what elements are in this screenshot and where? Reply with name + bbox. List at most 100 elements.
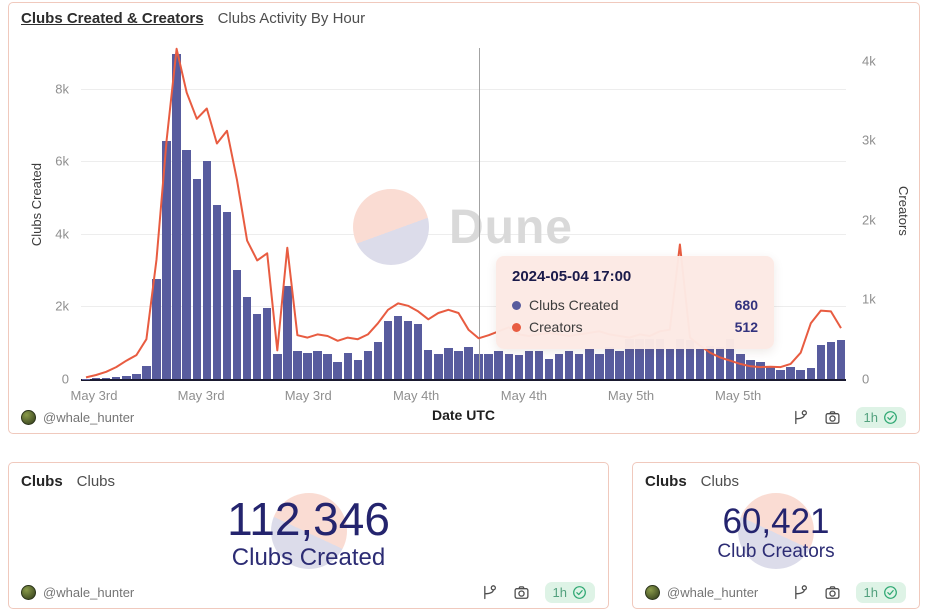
refresh-badge[interactable]: 1h	[855, 582, 906, 603]
x-axis-tick: May 3rd	[70, 388, 118, 403]
bar[interactable]	[695, 348, 705, 379]
bar[interactable]	[514, 355, 524, 379]
bar[interactable]	[293, 350, 302, 379]
bar[interactable]	[182, 150, 191, 379]
bar[interactable]	[444, 348, 453, 379]
author-link[interactable]: @whale_hunter	[21, 410, 134, 425]
left-axis-title: Clubs Created	[29, 163, 44, 247]
chart-subtitle: Clubs Activity By Hour	[217, 10, 366, 27]
bar[interactable]	[162, 141, 171, 379]
bar[interactable]	[564, 350, 574, 379]
bar[interactable]	[192, 179, 201, 379]
bar[interactable]	[403, 320, 413, 379]
plot-area[interactable]: Dune 2024-05-04 17:00 Clubs Created 680 …	[55, 47, 876, 403]
bar[interactable]	[212, 204, 222, 379]
bar[interactable]	[353, 359, 363, 379]
bar[interactable]	[363, 350, 373, 379]
bar[interactable]	[796, 369, 805, 379]
bar[interactable]	[242, 296, 252, 379]
bar[interactable]	[91, 378, 101, 379]
fork-icon[interactable]	[481, 584, 498, 601]
bar[interactable]	[575, 353, 584, 379]
bar[interactable]	[454, 350, 463, 379]
chart-title-link[interactable]: Clubs Created & Creators	[21, 10, 204, 27]
refresh-badge[interactable]: 1h	[544, 582, 595, 603]
widget-actions: 1h	[792, 582, 906, 603]
bar[interactable]	[464, 347, 473, 379]
bar[interactable]	[806, 368, 815, 379]
bar[interactable]	[705, 345, 715, 379]
bar[interactable]	[585, 348, 594, 379]
left-axis-tick: 6k	[55, 153, 69, 169]
bar[interactable]	[746, 359, 755, 379]
x-axis-tick: May 3rd	[177, 388, 225, 403]
camera-icon[interactable]	[824, 584, 841, 601]
x-axis-tick: May 4th	[500, 388, 548, 403]
bar[interactable]	[142, 366, 151, 379]
bar[interactable]	[262, 307, 272, 379]
bar[interactable]	[172, 54, 181, 379]
counter-title-link[interactable]: Clubs	[645, 473, 687, 490]
refresh-badge[interactable]: 1h	[855, 407, 906, 428]
bar[interactable]	[202, 161, 212, 379]
bar[interactable]	[434, 353, 443, 379]
bar[interactable]	[504, 353, 514, 379]
bar[interactable]	[393, 316, 403, 379]
bar[interactable]	[554, 353, 564, 379]
bar[interactable]	[715, 347, 725, 379]
bar[interactable]	[413, 324, 423, 379]
camera-icon[interactable]	[513, 584, 530, 601]
bar[interactable]	[786, 367, 795, 379]
bar[interactable]	[252, 314, 262, 379]
author-link[interactable]: @whale_hunter	[645, 585, 758, 600]
bar[interactable]	[776, 369, 785, 379]
bar[interactable]	[232, 270, 242, 379]
bar[interactable]	[273, 353, 282, 379]
bar[interactable]	[283, 286, 292, 379]
counter-dashboard-link[interactable]: Clubs	[76, 473, 116, 490]
x-axis-tick: May 3rd	[284, 388, 332, 403]
bar[interactable]	[424, 349, 433, 379]
counter-dashboard-link[interactable]: Clubs	[700, 473, 740, 490]
refresh-age: 1h	[552, 585, 567, 600]
bar[interactable]	[766, 366, 775, 379]
author-link[interactable]: @whale_hunter	[21, 585, 134, 600]
bar[interactable]	[111, 377, 121, 379]
bar[interactable]	[484, 353, 493, 379]
counter-footer: @whale_hunter 1h	[645, 582, 906, 603]
bar[interactable]	[826, 342, 836, 379]
bar[interactable]	[605, 346, 614, 379]
bar[interactable]	[323, 353, 332, 379]
fork-icon[interactable]	[792, 584, 809, 601]
bar[interactable]	[152, 279, 161, 379]
bar[interactable]	[615, 350, 624, 379]
bar[interactable]	[101, 377, 111, 379]
bar[interactable]	[665, 348, 675, 379]
fork-icon[interactable]	[792, 409, 809, 426]
right-axis-tick: 2k	[862, 212, 876, 228]
widget-actions: 1h	[792, 407, 906, 428]
bar[interactable]	[383, 320, 393, 379]
bar[interactable]	[132, 373, 141, 379]
bar[interactable]	[595, 353, 604, 379]
camera-icon[interactable]	[824, 409, 841, 426]
bar[interactable]	[816, 344, 826, 379]
bar[interactable]	[534, 350, 544, 379]
x-axis-tick: May 5th	[607, 388, 655, 403]
bar[interactable]	[373, 342, 383, 379]
counter-title-link[interactable]: Clubs	[21, 473, 63, 490]
bar[interactable]	[544, 358, 554, 379]
bar[interactable]	[494, 351, 503, 379]
bar[interactable]	[756, 361, 765, 379]
counter-widget-clubs-created: Clubs Clubs 112,346 Clubs Created @whale…	[8, 462, 609, 609]
bar[interactable]	[303, 352, 312, 379]
bar[interactable]	[343, 353, 352, 379]
dune-logo-icon	[270, 493, 347, 569]
bar[interactable]	[333, 361, 342, 379]
bar[interactable]	[122, 376, 131, 379]
bar[interactable]	[736, 353, 745, 379]
bar[interactable]	[222, 212, 232, 379]
bar[interactable]	[836, 340, 846, 379]
bar[interactable]	[524, 350, 534, 379]
bar[interactable]	[313, 351, 322, 379]
